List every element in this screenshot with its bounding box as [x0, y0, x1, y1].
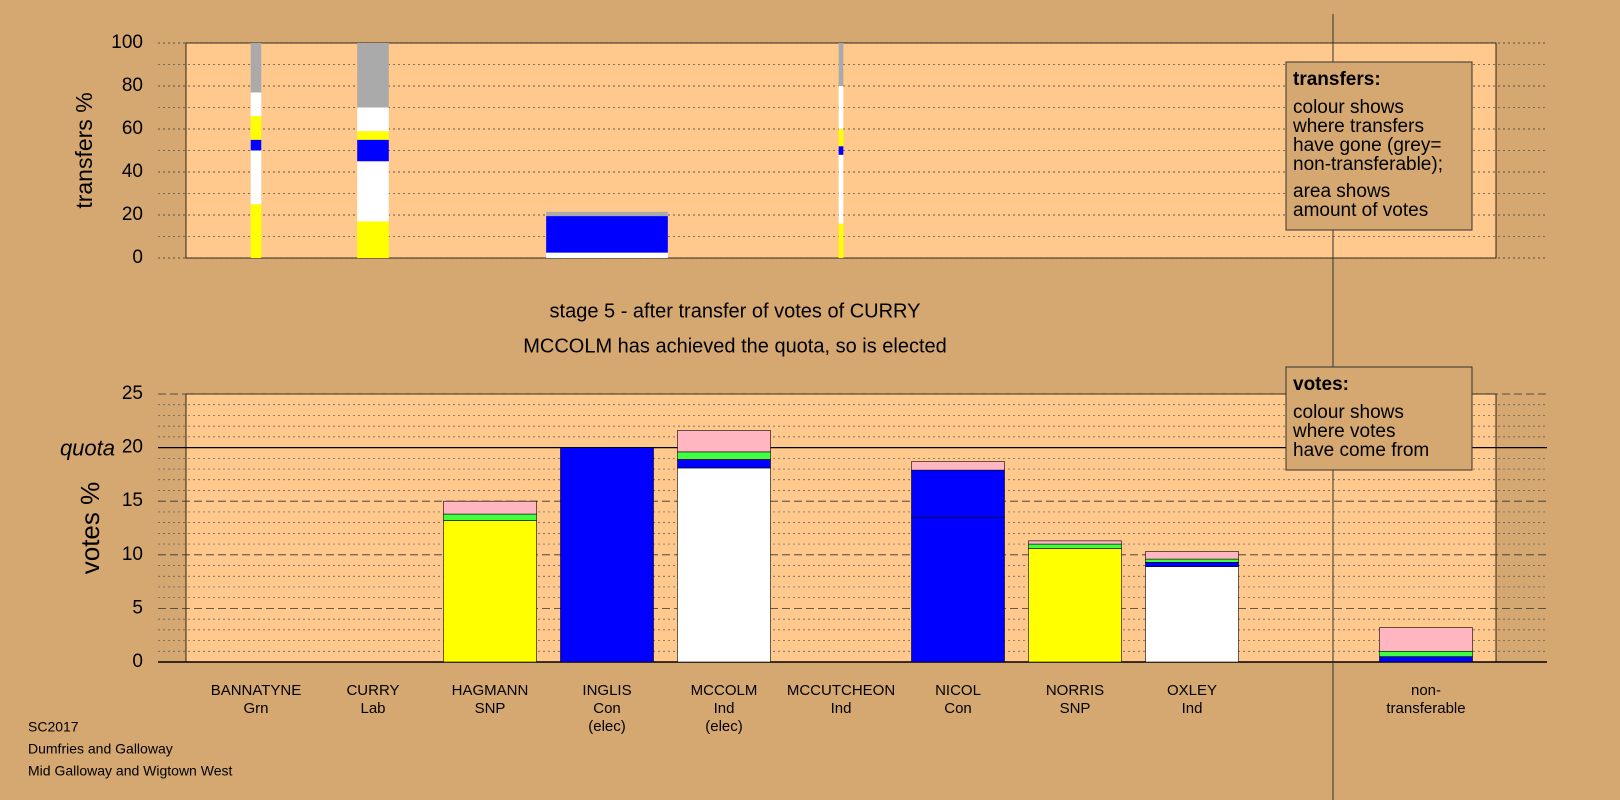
legend-text: amount of votes	[1293, 200, 1428, 221]
y-tick-label: 5	[132, 597, 143, 618]
transfer-segment	[546, 211, 668, 217]
transfer-segment	[838, 43, 844, 86]
vote-segment	[1145, 558, 1239, 563]
x-tick-label: Ind	[714, 700, 735, 717]
y-tick-label: 20	[122, 437, 143, 458]
x-tick-label: SNP	[1060, 700, 1091, 717]
legend-title: votes:	[1293, 374, 1349, 395]
x-tick-label: (elec)	[705, 718, 743, 735]
x-tick-label: Con	[944, 700, 972, 717]
vote-segment	[443, 520, 537, 663]
y-tick-label: 60	[122, 118, 143, 139]
chart-title: MCCOLM has achieved the quota, so is ele…	[523, 335, 947, 357]
x-tick-label: CURRY	[346, 682, 399, 699]
vote-segment	[1028, 540, 1122, 545]
x-tick-label: transferable	[1386, 700, 1465, 717]
legend-text: have come from	[1293, 440, 1429, 461]
legend-text: where transfers	[1292, 116, 1424, 137]
legend-text: area shows	[1293, 181, 1390, 202]
vote-segment	[1028, 543, 1122, 549]
vote-segment	[443, 513, 537, 521]
vote-segment	[1145, 551, 1239, 560]
transfer-segment	[357, 161, 389, 222]
x-tick-label: HAGMANN	[452, 682, 529, 699]
y-tick-label: 0	[132, 247, 143, 268]
x-tick-label: INGLIS	[582, 682, 631, 699]
legend-text: non-transferable);	[1293, 154, 1443, 175]
transfer-segment	[838, 154, 844, 224]
transfer-segment	[838, 129, 844, 147]
x-tick-label: BANNATYNE	[211, 682, 302, 699]
legend-text: where votes	[1292, 421, 1395, 442]
quota-label: quota	[60, 435, 115, 460]
y-tick-label: 25	[122, 383, 143, 404]
vote-segment	[677, 467, 771, 663]
vote-segment	[1379, 627, 1473, 652]
vote-segment	[443, 500, 537, 515]
footer-text: SC2017	[28, 719, 79, 735]
legend-title: transfers:	[1293, 69, 1381, 90]
plot-area	[185, 393, 1497, 663]
legend-text: colour shows	[1293, 97, 1404, 118]
transfer-segment	[250, 139, 262, 151]
transfer-segment	[357, 131, 389, 140]
transfer-segment	[838, 146, 844, 155]
legend-text: colour shows	[1293, 402, 1404, 423]
transfer-segment	[250, 150, 262, 205]
vote-segment	[560, 447, 654, 663]
transfer-segment	[357, 221, 389, 258]
x-tick-label: OXLEY	[1167, 682, 1217, 699]
legend-text: have gone (grey=	[1293, 135, 1441, 156]
x-tick-label: Con	[593, 700, 621, 717]
vote-segment	[911, 469, 1005, 518]
y-axis-label: votes %	[75, 482, 105, 575]
vote-segment	[911, 516, 1005, 663]
y-tick-label: 10	[122, 544, 143, 565]
y-tick-label: 40	[122, 161, 143, 182]
vote-segment	[1379, 650, 1473, 657]
vote-segment	[1379, 656, 1473, 663]
transfer-segment	[357, 139, 389, 162]
transfer-segment	[250, 92, 262, 117]
x-tick-label: non-	[1411, 682, 1441, 699]
vote-segment	[911, 461, 1005, 471]
transfer-segment	[546, 216, 668, 253]
x-tick-label: (elec)	[588, 718, 626, 735]
transfer-segment	[838, 86, 844, 129]
vote-segment	[677, 451, 771, 460]
x-tick-label: NORRIS	[1046, 682, 1104, 699]
y-tick-label: 100	[111, 32, 143, 53]
transfer-segment	[838, 223, 844, 258]
vote-segment	[1028, 548, 1122, 663]
vote-segment	[1145, 562, 1239, 567]
transfer-segment	[250, 43, 262, 93]
transfer-segment	[546, 252, 668, 258]
transfer-segment	[250, 204, 262, 258]
chart-title: stage 5 - after transfer of votes of CUR…	[550, 300, 921, 322]
x-tick-label: NICOL	[935, 682, 981, 699]
y-tick-label: 15	[122, 490, 143, 511]
transfer-segment	[357, 43, 389, 108]
x-tick-label: SNP	[475, 700, 506, 717]
x-tick-label: MCCUTCHEON	[787, 682, 895, 699]
y-tick-label: 20	[122, 204, 143, 225]
y-tick-label: 80	[122, 75, 143, 96]
footer-text: Dumfries and Galloway	[28, 741, 173, 757]
y-tick-label: 0	[132, 651, 143, 672]
legend-box	[1285, 366, 1473, 471]
legend-box	[1285, 61, 1473, 231]
transfer-segment	[357, 107, 389, 132]
footer-text: Mid Galloway and Wigtown West	[28, 763, 232, 779]
x-tick-label: Lab	[360, 700, 385, 717]
y-axis-label: transfers %	[71, 92, 97, 208]
transfer-segment	[250, 116, 262, 140]
vote-segment	[677, 430, 771, 453]
vote-segment	[677, 459, 771, 469]
x-tick-label: Ind	[1182, 700, 1203, 717]
x-tick-label: Ind	[831, 700, 852, 717]
x-tick-label: MCCOLM	[691, 682, 758, 699]
vote-segment	[1145, 566, 1239, 663]
x-tick-label: Grn	[243, 700, 268, 717]
